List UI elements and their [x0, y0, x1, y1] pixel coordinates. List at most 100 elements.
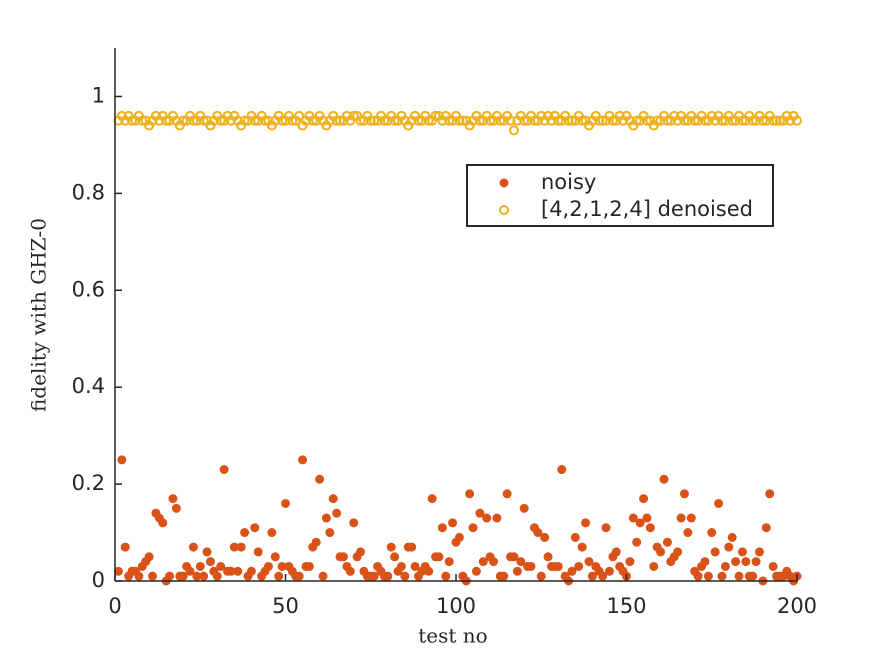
point — [441, 571, 451, 581]
point — [499, 571, 509, 581]
point — [294, 110, 305, 121]
point — [519, 115, 530, 126]
point — [171, 503, 181, 513]
point — [263, 561, 273, 571]
point — [215, 115, 226, 126]
point — [198, 115, 209, 126]
point — [519, 503, 529, 513]
point — [457, 115, 468, 126]
point — [383, 571, 393, 581]
point — [246, 566, 256, 576]
point — [202, 547, 212, 557]
point — [652, 115, 663, 126]
point — [748, 571, 758, 581]
point — [737, 115, 748, 126]
point — [645, 523, 655, 533]
point — [424, 566, 434, 576]
point — [631, 115, 642, 126]
y-tick-label: 0.2 — [72, 471, 105, 495]
point — [185, 566, 195, 576]
x-tick-label: 100 — [436, 594, 476, 618]
point — [349, 518, 359, 528]
point — [311, 537, 321, 547]
point — [318, 571, 328, 581]
point — [512, 566, 522, 576]
point — [178, 571, 188, 581]
point — [239, 115, 250, 126]
y-tick-label: 0.8 — [72, 180, 105, 204]
point — [304, 561, 314, 571]
point — [699, 115, 710, 126]
point — [407, 542, 417, 552]
point — [737, 547, 747, 557]
point — [332, 508, 342, 518]
y-tick-label: 0.6 — [72, 277, 105, 301]
point — [543, 552, 553, 562]
y-tick-label: 1 — [92, 83, 105, 107]
point — [287, 115, 298, 126]
point — [601, 523, 611, 533]
point — [577, 542, 587, 552]
point — [768, 115, 779, 126]
point — [188, 542, 198, 552]
point — [474, 115, 485, 126]
point — [465, 489, 475, 499]
point — [390, 552, 400, 562]
x-tick-label: 200 — [777, 594, 817, 618]
point — [427, 494, 437, 504]
point — [400, 571, 410, 581]
point — [454, 115, 465, 126]
point — [581, 518, 591, 528]
y-tick-label: 0.4 — [72, 374, 105, 398]
point — [693, 571, 703, 581]
point — [597, 115, 608, 126]
point — [662, 115, 673, 126]
point — [570, 532, 580, 542]
point — [632, 537, 642, 547]
point — [315, 474, 325, 484]
point — [649, 561, 659, 571]
point — [356, 547, 366, 557]
point — [659, 474, 669, 484]
point — [267, 528, 277, 538]
x-tick-label: 150 — [606, 594, 646, 618]
point — [533, 528, 543, 538]
point — [137, 115, 148, 126]
point — [540, 532, 550, 542]
point — [505, 115, 516, 126]
point — [683, 528, 693, 538]
point — [468, 523, 478, 533]
point — [410, 561, 420, 571]
point — [598, 571, 608, 581]
legend: noisy [4,2,1,2,4] denoised — [466, 164, 774, 227]
point — [741, 557, 751, 567]
point — [144, 552, 154, 562]
legend-label: [4,2,1,2,4] denoised — [541, 197, 753, 221]
x-tick-label: 0 — [108, 594, 121, 618]
point — [611, 547, 621, 557]
point — [454, 532, 464, 542]
point — [365, 115, 376, 126]
point — [774, 115, 785, 126]
point — [731, 557, 741, 567]
point — [205, 557, 215, 567]
point — [328, 494, 338, 504]
point — [355, 115, 366, 126]
point — [635, 518, 645, 528]
point — [253, 547, 263, 557]
legend-marker — [499, 205, 509, 215]
point — [625, 557, 635, 567]
point — [165, 571, 175, 581]
point — [714, 498, 724, 508]
point — [161, 115, 172, 126]
point — [437, 523, 447, 533]
point — [768, 561, 778, 571]
point — [563, 115, 574, 126]
point — [148, 571, 158, 581]
point — [485, 115, 496, 126]
point — [594, 115, 605, 126]
point — [281, 498, 290, 508]
point — [526, 561, 536, 571]
point — [389, 115, 400, 126]
